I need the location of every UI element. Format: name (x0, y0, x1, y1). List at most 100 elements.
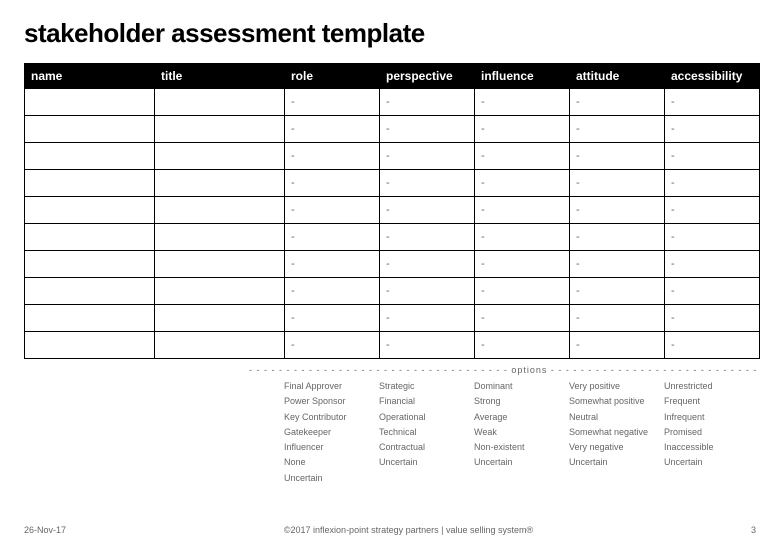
table-row: ----- (25, 224, 760, 251)
options-column: Final ApproverPower SponsorKey Contribut… (284, 379, 379, 486)
table-cell (155, 143, 285, 170)
column-header: accessibility (665, 64, 760, 89)
option-item: Very positive (569, 379, 664, 394)
option-item: Neutral (569, 410, 664, 425)
table-cell: - (380, 143, 475, 170)
option-item: Uncertain (474, 455, 569, 470)
table-cell: - (380, 278, 475, 305)
option-item: Infrequent (664, 410, 759, 425)
table-cell: - (475, 332, 570, 359)
table-cell: - (475, 197, 570, 224)
table-cell: - (380, 89, 475, 116)
option-item: Operational (379, 410, 474, 425)
table-row: ----- (25, 332, 760, 359)
table-row: ----- (25, 278, 760, 305)
table-cell: - (665, 89, 760, 116)
table-cell (25, 116, 155, 143)
table-cell: - (570, 143, 665, 170)
table-cell: - (570, 197, 665, 224)
table-cell: - (665, 116, 760, 143)
table-cell: - (665, 332, 760, 359)
table-row: ----- (25, 251, 760, 278)
table-cell (25, 197, 155, 224)
table-cell: - (475, 170, 570, 197)
option-item: Uncertain (569, 455, 664, 470)
table-cell: - (570, 332, 665, 359)
table-row: ----- (25, 170, 760, 197)
options-column: DominantStrongAverageWeakNon-existentUnc… (474, 379, 569, 486)
option-item: Strategic (379, 379, 474, 394)
options-column: Very positiveSomewhat positiveNeutralSom… (569, 379, 664, 486)
table-cell: - (285, 278, 380, 305)
footer-copyright: ©2017 inflexion-point strategy partners … (66, 525, 751, 535)
table-cell: - (665, 143, 760, 170)
table-cell: - (380, 116, 475, 143)
table-cell (155, 89, 285, 116)
table-cell (25, 251, 155, 278)
table-cell (155, 332, 285, 359)
table-cell: - (665, 170, 760, 197)
option-item: Uncertain (284, 471, 379, 486)
column-header: attitude (570, 64, 665, 89)
table-cell: - (665, 278, 760, 305)
table-cell: - (570, 305, 665, 332)
table-cell (25, 332, 155, 359)
option-item: Non-existent (474, 440, 569, 455)
table-cell: - (570, 251, 665, 278)
table-cell: - (665, 224, 760, 251)
option-item: Key Contributor (284, 410, 379, 425)
option-item: Promised (664, 425, 759, 440)
option-item: Average (474, 410, 569, 425)
option-item: Very negative (569, 440, 664, 455)
table-cell (155, 251, 285, 278)
option-item: Power Sponsor (284, 394, 379, 409)
table-row: ----- (25, 197, 760, 224)
table-cell: - (665, 197, 760, 224)
table-cell: - (665, 305, 760, 332)
table-cell (25, 305, 155, 332)
table-cell: - (380, 170, 475, 197)
table-cell: - (380, 332, 475, 359)
table-cell: - (475, 143, 570, 170)
table-cell (155, 305, 285, 332)
column-header: name (25, 64, 155, 89)
table-cell (155, 278, 285, 305)
table-cell: - (285, 251, 380, 278)
option-item: Uncertain (379, 455, 474, 470)
table-cell: - (380, 197, 475, 224)
column-header: role (285, 64, 380, 89)
column-header: perspective (380, 64, 475, 89)
option-item: Dominant (474, 379, 569, 394)
options-column: UnrestrictedFrequentInfrequentPromisedIn… (664, 379, 759, 486)
table-cell (25, 143, 155, 170)
table-cell: - (570, 89, 665, 116)
table-cell: - (285, 170, 380, 197)
option-item: Influencer (284, 440, 379, 455)
table-row: ----- (25, 305, 760, 332)
option-item: Somewhat positive (569, 394, 664, 409)
table-cell: - (570, 116, 665, 143)
table-cell (155, 224, 285, 251)
stakeholder-table: nametitleroleperspectiveinfluenceattitud… (24, 63, 760, 359)
table-cell: - (475, 305, 570, 332)
footer-date: 26-Nov-17 (24, 525, 66, 535)
table-cell (155, 170, 285, 197)
table-cell: - (285, 332, 380, 359)
page-title: stakeholder assessment template (24, 18, 756, 49)
table-cell (155, 197, 285, 224)
table-cell: - (570, 224, 665, 251)
table-cell: - (285, 197, 380, 224)
option-item: Frequent (664, 394, 759, 409)
option-item: Gatekeeper (284, 425, 379, 440)
option-item: Weak (474, 425, 569, 440)
option-item: Somewhat negative (569, 425, 664, 440)
option-item: Financial (379, 394, 474, 409)
table-cell: - (475, 116, 570, 143)
table-cell: - (380, 251, 475, 278)
table-row: ----- (25, 116, 760, 143)
option-item: Contractual (379, 440, 474, 455)
options-divider-label: - - - - - - - - - - - - - - - - - - - - … (24, 365, 756, 375)
table-cell: - (285, 305, 380, 332)
table-cell: - (570, 278, 665, 305)
option-item: Inaccessible (664, 440, 759, 455)
